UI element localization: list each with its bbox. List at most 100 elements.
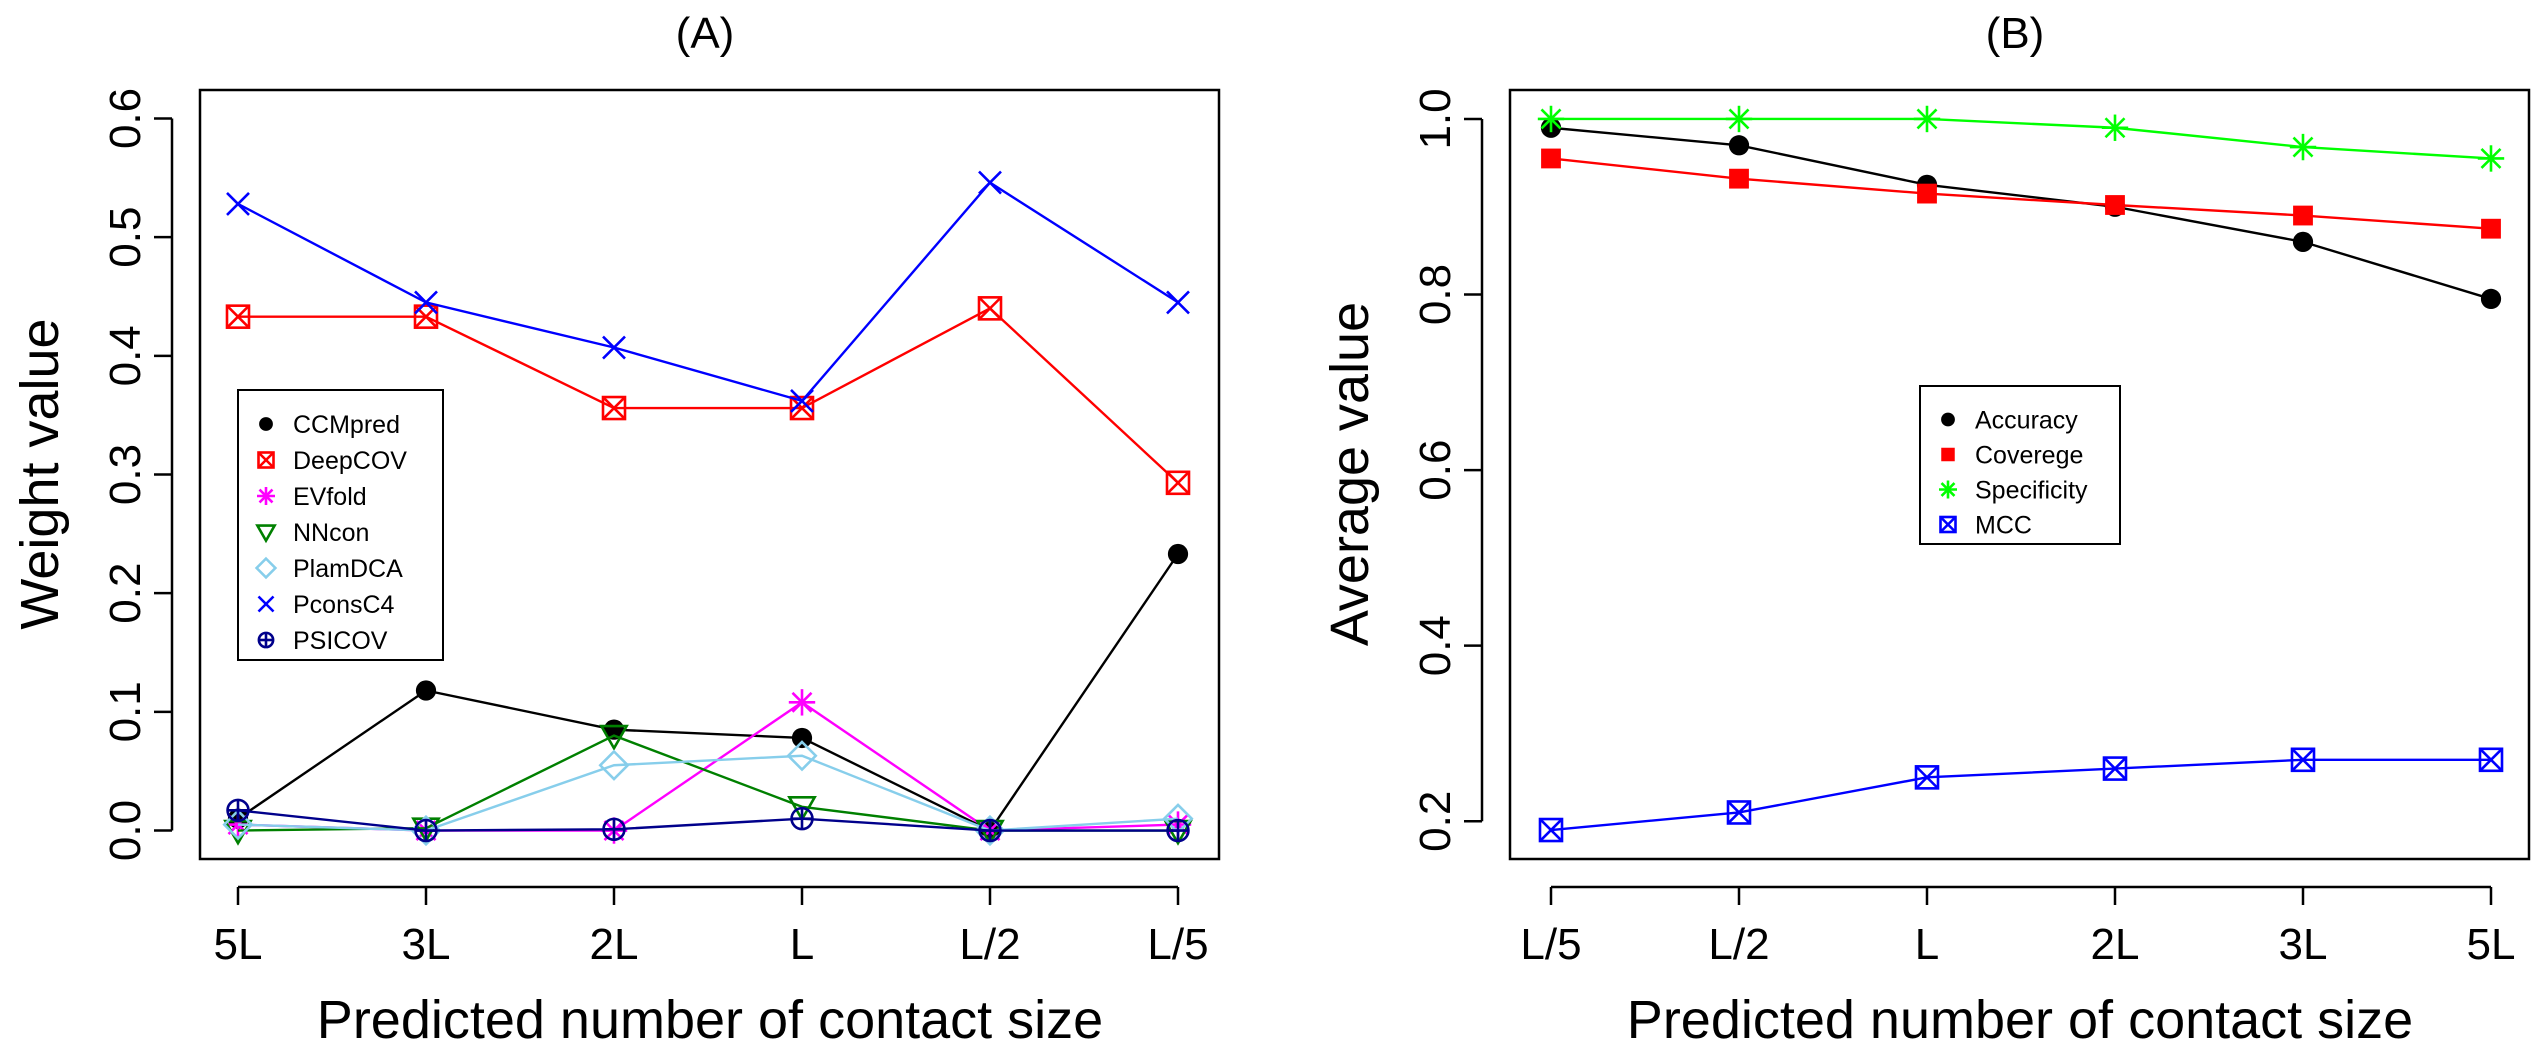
panel-b-y-axis-title: Average value (1320, 302, 1380, 646)
panel-b-point-accuracy (2292, 231, 2314, 252)
panel-a-point-ccmpred (1167, 543, 1189, 565)
panel-b-point-specificity (1913, 105, 1941, 133)
panel-a-point-pconsc4 (978, 170, 1002, 195)
panel-b-point-specificity (2289, 133, 2317, 161)
panel-b-legend-label-mcc: MCC (1975, 512, 2032, 540)
panel-a-line-pconsc4 (237, 180, 1179, 403)
panel-b-legend-label-accuracy: Accuracy (1975, 407, 2078, 435)
panel-a-point-pconsc4 (602, 335, 626, 360)
panel-a-legend-marker-plamdca (254, 556, 278, 580)
panel-a-legend-marker-psicov (257, 631, 275, 649)
panel-b-legend: Accuracy Coverege Specificity MCC (1919, 385, 2121, 545)
panel-a-legend-label-plamdca: PlamDCA (293, 555, 403, 583)
panel-b-point-mcc (1914, 765, 1940, 790)
panel-a-y-tick-label: 0.1 (101, 681, 150, 742)
panel-a-y-tick-label: 0.4 (101, 325, 150, 386)
panel-a-x-axis-title: Predicted number of contact size (317, 990, 1103, 1050)
panel-a-legend-label-nncon: NNcon (293, 519, 369, 547)
panel-a-x-tick-label: L/2 (959, 920, 1020, 969)
panel-b-y-tick-label: 0.4 (1411, 615, 1460, 676)
panel-a-point-pconsc4 (790, 389, 814, 413)
panel-a-point-deepcov (789, 395, 815, 421)
panel-b-x-tick-label: L/2 (1708, 920, 1769, 969)
panel-a-legend-marker-pconsc4 (257, 595, 275, 613)
panel-b-point-coverege (2105, 195, 2125, 215)
panel-a-x-axis: 5L 3L 2L L L/2 L/5 (214, 885, 1209, 969)
panel-b-title: (B) (1986, 9, 2045, 58)
panel-b-point-coverege (1729, 168, 1749, 189)
panel-b-line-coverege (1550, 157, 2492, 230)
panel-a-point-nncon (787, 795, 817, 823)
panel-a-series (222, 170, 1194, 847)
panel-a-legend-label-psicov: PSICOV (293, 627, 388, 655)
panel-a-legend-marker-evfold (257, 487, 275, 505)
panel-a-point-psicov (1166, 818, 1190, 843)
panel-a-legend-marker-nncon (255, 524, 277, 544)
panel-a-y-tick-label: 0.0 (101, 800, 150, 861)
panel-a-legend-label-ccmpred: CCMpred (293, 411, 400, 439)
panel-b-legend-label-coverege: Coverege (1975, 442, 2083, 470)
panel-a-series-psicov (226, 798, 1190, 843)
panel-b-point-coverege (1917, 183, 1937, 204)
panel-b-point-mcc (1726, 800, 1752, 825)
panel-a-point-deepcov (225, 304, 251, 329)
panel-b-point-coverege (2481, 218, 2501, 239)
panel-b-x-tick-label: 2L (2091, 920, 2140, 969)
panel-a-point-psicov (978, 818, 1002, 843)
panel-a-y-tick-label: 0.5 (101, 207, 150, 268)
panel-b-x-tick-label: L/5 (1520, 920, 1581, 969)
panel-b-x-tick-label: L (1915, 920, 1939, 969)
panel-b-point-accuracy (2480, 288, 2502, 310)
panel-a-point-ccmpred (791, 727, 813, 749)
panel-b-line-mcc (1550, 758, 2491, 832)
panel-a-legend-marker-ccmpred (259, 417, 273, 431)
panel-a-legend-label-evfold: EVfold (293, 483, 367, 511)
panel-b-legend-marker-mcc (1939, 515, 1957, 534)
panel-a-point-psicov (226, 798, 250, 823)
panel-a-point-pconsc4 (226, 192, 250, 216)
panel-a-legend-label-deepcov: DeepCOV (293, 447, 407, 475)
panel-b-series-coverege (1541, 148, 2501, 239)
panel-b-y-axis: 0.2 0.4 0.6 0.8 1.0 (1411, 88, 1484, 852)
panel-b-line-specificity (1551, 117, 2492, 160)
panel-a-point-evfold (788, 689, 816, 716)
panel-a-legend: CCMpred DeepCOV EVfold NNcon PlamDCA PconsC4 P… (237, 389, 444, 661)
panel-b-series (1537, 105, 2505, 843)
panel-a-line-plamdca (237, 754, 1179, 832)
panel-b-point-mcc (2102, 756, 2128, 781)
panel-b-y-tick-label: 1.0 (1411, 88, 1460, 149)
panel-a-series-deepcov (225, 296, 1191, 496)
panel-a-point-deepcov (1165, 470, 1191, 496)
panel-a-title: (A) (676, 9, 735, 58)
panel-a-x-tick-label: L (790, 920, 814, 969)
panel-a-x-tick-label: 3L (402, 920, 451, 969)
panel-a-y-axis-title: Weight value (10, 318, 70, 629)
panel-b-point-coverege (2293, 205, 2313, 226)
panel-a-point-psicov (414, 818, 438, 843)
panel-b-point-mcc (2290, 747, 2316, 773)
panel-b-legend-marker-specificity (1939, 480, 1957, 499)
panel-b-point-specificity (1725, 105, 1753, 133)
panel-a-series-pconsc4 (226, 170, 1190, 413)
panel-b-x-axis-title: Predicted number of contact size (1627, 990, 2413, 1050)
panel-a-line-nncon (237, 734, 1178, 832)
panel-a-point-pconsc4 (414, 290, 438, 315)
panel-a-legend-label-pconsc4: PconsC4 (293, 591, 395, 619)
panel-a-x-tick-label: L/5 (1147, 920, 1208, 969)
panel-a-y-tick-label: 0.3 (101, 444, 150, 505)
panel-a: (A) Predicted number of contact size Wei… (10, 9, 1221, 1050)
panel-b-point-specificity (1537, 105, 1565, 133)
panel-a-point-nncon (599, 724, 629, 751)
panel-a-line-ccmpred (237, 553, 1179, 833)
panel-b-point-specificity (2477, 145, 2505, 172)
panel-b-line-accuracy (1550, 126, 2492, 301)
panel-b-point-mcc (2478, 747, 2504, 773)
panel-a-point-plamdca (222, 808, 254, 841)
panel-a-plot-frame (198, 88, 1221, 861)
panel-b-y-tick-label: 0.8 (1411, 264, 1460, 325)
panel-a-line-deepcov (238, 306, 1179, 484)
panel-a-x-tick-label: 5L (214, 920, 263, 969)
panel-b-y-tick-label: 0.6 (1411, 440, 1460, 501)
panel-b-x-axis: L/5 L/2 L 2L 3L 5L (1520, 885, 2515, 969)
